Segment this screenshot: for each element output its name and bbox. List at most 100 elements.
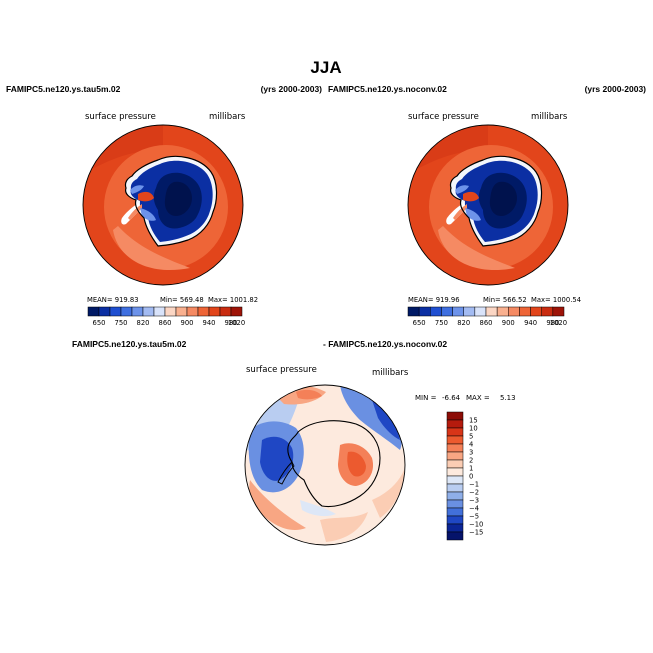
panel-left-colorbar-swatch	[131, 306, 144, 317]
panel-left-max: Max= 1001.82	[208, 296, 258, 304]
panel-right-colorbar-tick: 940	[524, 319, 537, 327]
panel-diff-variable: surface pressure	[246, 365, 317, 375]
panel-diff-colorbar-swatch	[446, 515, 464, 525]
figure-title: JJA	[310, 58, 341, 77]
panel-diff-colorbar-tick: 3	[469, 449, 473, 457]
panel-left-colorbar-tick: 860	[159, 319, 172, 327]
panel-diff-colorbar-swatch	[446, 483, 464, 493]
panel-right-colorbar-swatch	[441, 306, 453, 317]
panel-left-colorbar-swatch	[164, 306, 177, 317]
panel-right-colorbar-swatch	[452, 306, 464, 317]
panel-diff-colorbar-tick: 1	[469, 465, 473, 473]
panel-right-colorbar-tick: 980	[546, 319, 559, 327]
panel-left-map-border	[82, 124, 244, 286]
panel-left-colorbar-swatch	[142, 306, 155, 317]
panel-diff-colorbar-tick: −5	[469, 513, 479, 521]
panel-right-colorbar-swatch	[519, 306, 531, 317]
panel-diff-max-value: 5.13	[500, 394, 516, 402]
panel-diff-colorbar-swatch	[446, 531, 464, 541]
panel-left-colorbar-swatch	[208, 306, 221, 317]
panel-left-colorbar-tick: 750	[115, 319, 128, 327]
panel-left-colorbar-swatch	[109, 306, 122, 317]
panel-right-colorbar-swatch	[552, 306, 565, 317]
panel-diff-map-border	[244, 384, 406, 546]
panel-diff-min-label: MIN =	[415, 394, 437, 402]
panel-right-colorbar-swatch	[485, 306, 498, 317]
panel-diff-max-label: MAX =	[466, 394, 490, 402]
panel-left-colorbar-swatch	[120, 306, 133, 317]
panel-left: FAMIPC5.ne120.ys.tau5m.02 (yrs 2000-2003…	[6, 84, 322, 327]
panel-right-colorbar-swatch	[418, 306, 431, 317]
panel-left-colorbar-tick: 820	[137, 319, 150, 327]
panel-diff-colorbar-tick: 0	[469, 473, 473, 481]
panel-diff: FAMIPC5.ne120.ys.tau5m.02 - FAMIPC5.ne12…	[72, 339, 516, 546]
panel-diff-colorbar-tick: 15	[469, 417, 478, 425]
panel-diff-colorbar-swatch	[446, 499, 464, 509]
panel-diff-colorbar-swatch	[446, 411, 464, 421]
panel-diff-colorbar-tick: −15	[469, 529, 483, 537]
panel-left-colorbar-swatch	[230, 306, 243, 317]
panel-diff-colorbar-swatch	[446, 467, 464, 477]
panel-left-colorbar-tick: 900	[181, 319, 194, 327]
panel-diff-map	[245, 385, 405, 545]
panel-diff-colorbar-swatch	[446, 427, 464, 437]
panel-left-mean: MEAN= 919.83	[87, 296, 139, 304]
panel-right-min: Min= 566.52	[483, 296, 527, 304]
panel-left-colorbar-tick: 980	[225, 319, 238, 327]
panel-diff-case-b: - FAMIPC5.ne120.ys.noconv.02	[323, 339, 447, 349]
panel-right-colorbar-tick: 900	[502, 319, 515, 327]
panel-right-case: FAMIPC5.ne120.ys.noconv.02	[328, 84, 447, 94]
panel-right: FAMIPC5.ne120.ys.noconv.02 (yrs 2000-200…	[328, 84, 646, 327]
panel-left-colorbar-swatch	[87, 306, 100, 317]
panel-left-colorbar-tick: 650	[93, 319, 106, 327]
panel-left-map	[83, 125, 243, 285]
panel-left-colorbar-tick: 940	[203, 319, 216, 327]
panel-left-colorbar-swatch	[175, 306, 188, 317]
panel-left-colorbar-swatch	[186, 306, 199, 317]
panel-right-colorbar-tick: 820	[457, 319, 470, 327]
panel-diff-colorbar-tick: 10	[469, 425, 478, 433]
panel-diff-colorbar-swatch	[446, 507, 464, 517]
panel-left-variable: surface pressure	[85, 112, 156, 122]
panel-right-max: Max= 1000.54	[531, 296, 581, 304]
panel-diff-colorbar-tick: −10	[469, 521, 483, 529]
panel-diff-colorbar-tick: 2	[469, 457, 473, 465]
panel-right-stats: MEAN= 919.96 Min= 566.52 Max= 1000.54	[408, 296, 581, 304]
panel-diff-colorbar-swatch	[446, 451, 464, 461]
panel-diff-colorbar-swatch	[446, 523, 464, 533]
panel-right-colorbar-swatch	[430, 306, 442, 317]
panel-right-colorbar-swatch	[530, 306, 542, 317]
panel-diff-units: millibars	[372, 368, 409, 378]
panel-right-colorbar-swatch	[496, 306, 509, 317]
panel-right-colorbar-swatch	[407, 306, 420, 317]
panel-diff-case-a: FAMIPC5.ne120.ys.tau5m.02	[72, 339, 187, 349]
panel-right-units: millibars	[531, 112, 568, 122]
panel-right-map-border	[407, 124, 569, 286]
panel-diff-colorbar-swatch	[446, 475, 464, 485]
panel-diff-colorbar-tick: 5	[469, 433, 473, 441]
panel-diff-colorbar-tick: −1	[469, 481, 479, 489]
panel-right-mean: MEAN= 919.96	[408, 296, 460, 304]
panel-right-variable: surface pressure	[408, 112, 479, 122]
panel-right-colorbar-tick: 650	[413, 319, 426, 327]
panel-left-colorbar-swatch	[197, 306, 210, 317]
panel-left-years: (yrs 2000-2003)	[261, 84, 323, 94]
panel-right-years: (yrs 2000-2003)	[585, 84, 647, 94]
panel-right-colorbar-swatch	[474, 306, 487, 317]
panel-diff-colorbar-swatch	[446, 491, 464, 501]
panel-left-units: millibars	[209, 112, 246, 122]
panel-diff-colorbar-swatch	[446, 419, 464, 429]
panel-left-colorbar-swatch	[219, 306, 232, 317]
panel-diff-colorbar-swatch	[446, 459, 464, 469]
panel-diff-colorbar-swatch	[446, 443, 464, 453]
panel-left-colorbar-swatch	[153, 306, 166, 317]
panel-diff-colorbar-tick: −3	[469, 497, 479, 505]
panel-right-colorbar-tick: 750	[435, 319, 448, 327]
panel-left-stats: MEAN= 919.83 Min= 569.48 Max= 1001.82	[87, 296, 258, 304]
panel-left-colorbar-tick: 1020	[228, 319, 245, 327]
panel-left-min: Min= 569.48	[160, 296, 204, 304]
panel-left-case: FAMIPC5.ne120.ys.tau5m.02	[6, 84, 121, 94]
